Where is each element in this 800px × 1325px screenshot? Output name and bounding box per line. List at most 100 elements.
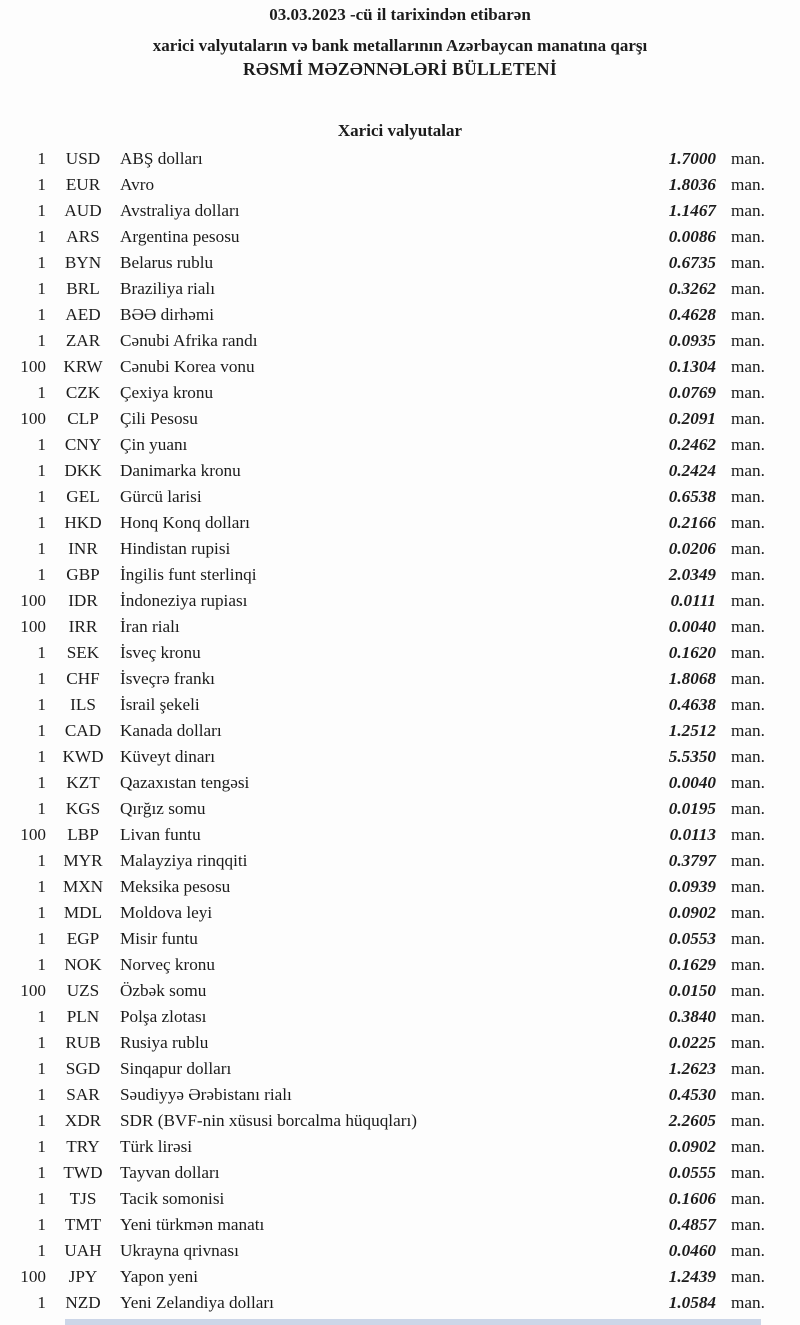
unit-label: man. xyxy=(731,539,765,558)
currency-code-cell: UZS xyxy=(66,981,100,1000)
unit-label: man. xyxy=(731,1007,765,1026)
bulletin-subtitle: xarici valyutaların və bank metallarının… xyxy=(152,36,648,55)
bulletin-title: RƏSMİ MƏZƏNNƏLƏRİ BÜLLETENİ xyxy=(243,59,557,79)
currency-code-cell: USD xyxy=(65,149,101,168)
quantity-cell: 100 xyxy=(20,591,46,610)
currency-name-cell: Səudiyyə Ərəbistanı rialı xyxy=(120,1085,292,1104)
currency-code-cell: IDR xyxy=(68,591,98,610)
rate-value-cell: 0.0939 xyxy=(668,877,716,896)
table-row: 1 EGP Misir funtu 0.0553 man. xyxy=(0,926,800,952)
quantity-cell: 1 xyxy=(37,1241,46,1260)
currency-code-cell: BRL xyxy=(66,279,100,298)
unit-label: man. xyxy=(731,357,765,376)
quantity-cell: 1 xyxy=(37,383,46,402)
table-row: 1 GEL Gürcü larisi 0.6538 man. xyxy=(0,484,800,510)
rate-value-cell: 0.0040 xyxy=(668,617,716,636)
quantity-cell: 1 xyxy=(37,1189,46,1208)
table-row: 100 IDR İndoneziya rupiası 0.0111 man. xyxy=(0,588,800,614)
table-row: 1 INR Hindistan rupisi 0.0206 man. xyxy=(0,536,800,562)
table-row: 1 ARS Argentina pesosu 0.0086 man. xyxy=(0,224,800,250)
currency-code-cell: SEK xyxy=(66,643,100,662)
currency-name-cell: Malayziya rinqqiti xyxy=(120,851,248,870)
currency-code-cell: SGD xyxy=(65,1059,101,1078)
table-row: 1 BRL Braziliya rialı 0.3262 man. xyxy=(0,276,800,302)
currency-name-cell: Braziliya rialı xyxy=(120,279,215,298)
table-row: 1 NOK Norveç kronu 0.1629 man. xyxy=(0,952,800,978)
rate-value-cell: 0.0555 xyxy=(668,1163,716,1182)
currency-code-cell: ILS xyxy=(70,695,96,714)
currency-name-cell: Tacik somonisi xyxy=(120,1189,225,1208)
currency-name-cell: Yeni türkmən manatı xyxy=(120,1215,265,1234)
unit-label: man. xyxy=(731,929,765,948)
unit-label: man. xyxy=(731,305,765,324)
currency-code-cell: XDR xyxy=(64,1111,102,1130)
unit-label: man. xyxy=(731,1241,765,1260)
currency-code-cell: CNY xyxy=(64,435,102,454)
unit-label: man. xyxy=(731,253,765,272)
table-row: 1 AED BƏƏ dirhəmi 0.4628 man. xyxy=(0,302,800,328)
quantity-cell: 1 xyxy=(37,201,46,220)
table-row: 1 SGD Sinqapur dolları 1.2623 man. xyxy=(0,1056,800,1082)
unit-label: man. xyxy=(731,1033,765,1052)
rate-value-cell: 0.2091 xyxy=(668,409,716,428)
currency-code-cell: CZK xyxy=(65,383,101,402)
table-row: 1 ILS İsrail şekeli 0.4638 man. xyxy=(0,692,800,718)
table-row: 1 MDL Moldova leyi 0.0902 man. xyxy=(0,900,800,926)
unit-label: man. xyxy=(731,1059,765,1078)
currency-name-cell: Rusiya rublu xyxy=(120,1033,209,1052)
unit-label: man. xyxy=(731,903,765,922)
table-row: 1 KWD Küveyt dinarı 5.5350 man. xyxy=(0,744,800,770)
currency-code-cell: HKD xyxy=(64,513,102,532)
currency-name-cell: Gürcü larisi xyxy=(120,487,202,506)
currency-name-cell: İngilis funt sterlinqi xyxy=(120,565,257,584)
unit-label: man. xyxy=(731,721,765,740)
currency-name-cell: Belarus rublu xyxy=(120,253,214,272)
quantity-cell: 100 xyxy=(20,409,46,428)
quantity-cell: 1 xyxy=(37,773,46,792)
rate-value-cell: 1.2512 xyxy=(668,721,716,740)
currency-name-cell: Cənubi Korea vonu xyxy=(120,357,255,376)
currency-code-cell: MYR xyxy=(63,851,103,870)
quantity-cell: 1 xyxy=(37,1137,46,1156)
table-row: 100 CLP Çili Pesosu 0.2091 man. xyxy=(0,406,800,432)
quantity-cell: 1 xyxy=(37,279,46,298)
unit-label: man. xyxy=(731,799,765,818)
next-section-bar xyxy=(65,1319,761,1325)
unit-label: man. xyxy=(731,461,765,480)
rate-value-cell: 1.1467 xyxy=(668,201,716,220)
quantity-cell: 1 xyxy=(37,565,46,584)
currency-name-cell: SDR (BVF-nin xüsusi borcalma hüquqları) xyxy=(120,1111,417,1130)
quantity-cell: 1 xyxy=(37,305,46,324)
currency-code-cell: ZAR xyxy=(65,331,101,350)
rate-value-cell: 2.2605 xyxy=(668,1111,716,1130)
rate-value-cell: 0.0553 xyxy=(668,929,716,948)
rate-value-cell: 2.0349 xyxy=(668,565,716,584)
unit-label: man. xyxy=(731,175,765,194)
table-row: 100 JPY Yapon yeni 1.2439 man. xyxy=(0,1264,800,1290)
currency-name-cell: Kanada dolları xyxy=(120,721,222,740)
quantity-cell: 1 xyxy=(37,929,46,948)
rate-value-cell: 0.1620 xyxy=(668,643,716,662)
quantity-cell: 1 xyxy=(37,903,46,922)
currency-code-cell: TMT xyxy=(64,1215,102,1234)
table-row: 1 XDR SDR (BVF-nin xüsusi borcalma hüquqla… xyxy=(0,1108,800,1134)
quantity-cell: 1 xyxy=(37,1059,46,1078)
rate-value-cell: 0.4628 xyxy=(668,305,716,324)
currency-name-cell: İsveçrə frankı xyxy=(120,669,215,688)
currency-code-cell: EGP xyxy=(66,929,100,948)
quantity-cell: 1 xyxy=(37,643,46,662)
currency-code-cell: INR xyxy=(68,539,98,558)
rate-value-cell: 1.2439 xyxy=(668,1267,716,1286)
unit-label: man. xyxy=(731,1111,765,1130)
currency-code-cell: SAR xyxy=(66,1085,100,1104)
currency-name-cell: Hindistan rupisi xyxy=(120,539,231,558)
quantity-cell: 1 xyxy=(37,955,46,974)
rate-value-cell: 1.8068 xyxy=(668,669,716,688)
currency-name-cell: İndoneziya rupiası xyxy=(120,591,248,610)
currency-code-cell: KGS xyxy=(65,799,101,818)
unit-label: man. xyxy=(731,591,765,610)
table-row: 100 LBP Livan funtu 0.0113 man. xyxy=(0,822,800,848)
currency-code-cell: JPY xyxy=(68,1267,98,1286)
quantity-cell: 1 xyxy=(37,487,46,506)
currency-name-cell: Meksika pesosu xyxy=(120,877,231,896)
